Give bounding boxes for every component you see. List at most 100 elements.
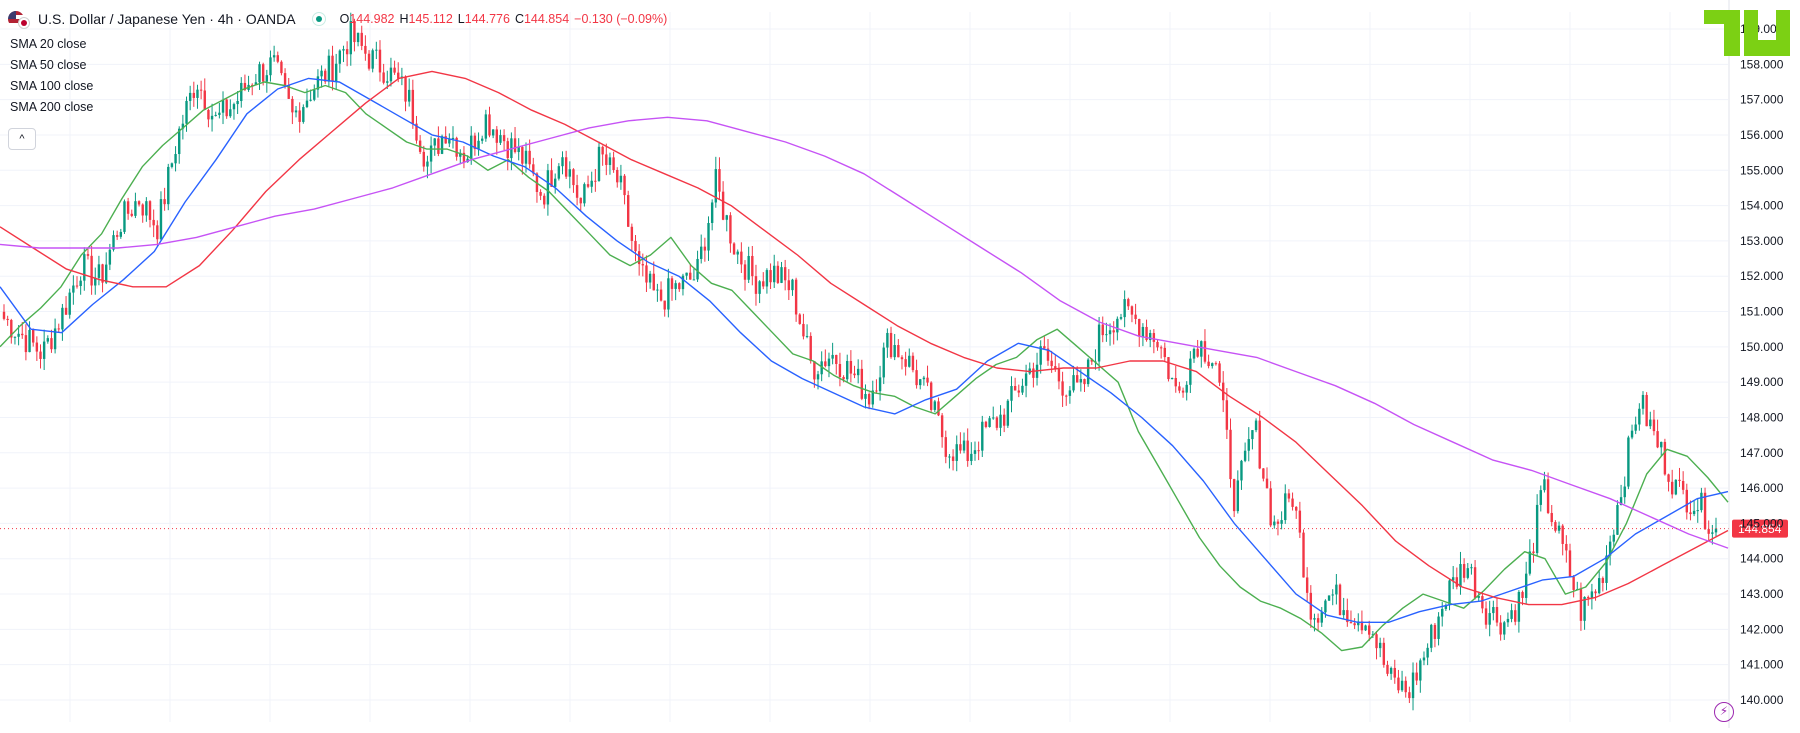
collapse-legend-button[interactable]: ^ <box>8 128 36 150</box>
candle <box>258 61 261 90</box>
candle <box>356 32 360 47</box>
candle <box>1397 669 1400 694</box>
candle <box>594 168 597 192</box>
candle <box>1189 351 1192 393</box>
candle <box>1338 583 1342 616</box>
candle <box>1203 329 1207 364</box>
candle <box>1462 558 1466 583</box>
candle <box>977 441 980 461</box>
candle <box>145 197 148 222</box>
candle <box>196 84 199 109</box>
close-value: 144.854 <box>523 12 570 26</box>
high-value: 145.112 <box>408 12 453 26</box>
candle <box>1535 494 1539 557</box>
candle <box>849 350 853 383</box>
candle <box>1430 623 1433 653</box>
candle <box>1178 381 1181 394</box>
price-axis[interactable]: 140.000 141.000 142.000 143.000 144.000 145.0… <box>1728 0 1784 728</box>
symbol-header: U.S. Dollar / Japanese Yen · 4h · OANDA … <box>8 8 667 30</box>
candle <box>371 48 374 73</box>
candle <box>1305 567 1309 602</box>
candle <box>360 25 363 51</box>
candle <box>1568 543 1572 578</box>
candle <box>448 133 451 148</box>
open-value: 144.982 <box>349 12 395 26</box>
candle <box>1404 676 1407 698</box>
candle <box>39 344 42 369</box>
candle <box>1229 418 1232 488</box>
candle <box>1554 520 1557 533</box>
candle <box>919 378 922 390</box>
candle <box>1375 631 1378 660</box>
candle <box>261 62 265 86</box>
candle <box>557 163 561 181</box>
candle <box>590 171 593 193</box>
candle <box>1017 384 1020 398</box>
legend-sma200[interactable]: SMA 200 close <box>10 100 94 114</box>
candle <box>232 102 236 120</box>
candle <box>291 96 294 125</box>
candle <box>1295 506 1298 519</box>
candle <box>159 191 163 242</box>
candle <box>97 255 101 286</box>
candle <box>773 254 776 288</box>
candle <box>1700 487 1703 513</box>
candle <box>1528 539 1532 576</box>
candle <box>188 85 192 111</box>
candle <box>517 138 520 161</box>
candle <box>867 392 871 410</box>
low-value: 144.776 <box>464 12 510 26</box>
candle <box>988 415 991 428</box>
candle <box>962 432 966 454</box>
candle <box>1411 662 1415 711</box>
candle <box>758 280 761 304</box>
candle <box>948 454 951 469</box>
candle <box>1638 403 1641 431</box>
candle <box>1364 624 1367 632</box>
candle <box>1225 388 1229 440</box>
candle <box>754 264 758 306</box>
candle <box>1013 377 1017 391</box>
candle <box>1287 489 1291 503</box>
candle <box>1342 597 1345 620</box>
candle <box>1594 589 1597 601</box>
candle <box>1276 519 1280 536</box>
legend-sma50[interactable]: SMA 50 close <box>10 58 87 72</box>
candle <box>1623 476 1626 504</box>
candle <box>418 135 422 155</box>
candle <box>1057 363 1061 390</box>
candle <box>53 318 57 354</box>
candle <box>700 234 703 264</box>
candle <box>86 247 90 260</box>
candle <box>462 146 466 169</box>
candle <box>415 115 418 144</box>
candle <box>137 200 141 207</box>
candle <box>163 187 166 211</box>
lightning-icon[interactable]: ⚡ <box>1714 702 1734 722</box>
legend-sma20[interactable]: SMA 20 close <box>10 37 87 51</box>
candle <box>506 137 509 171</box>
y-tick-label: 141.000 <box>1740 658 1784 672</box>
candle <box>1630 424 1634 440</box>
candle <box>637 244 641 276</box>
candle <box>1163 342 1167 362</box>
candle <box>130 209 133 218</box>
candle <box>1681 471 1685 495</box>
candle <box>1021 378 1024 395</box>
candle <box>1565 535 1568 563</box>
candle <box>1444 603 1448 611</box>
legend-sma100[interactable]: SMA 100 close <box>10 79 94 93</box>
close-label: C <box>514 12 524 26</box>
candle <box>732 242 736 255</box>
candle <box>1587 595 1590 606</box>
candle <box>539 189 542 201</box>
candle <box>393 60 396 75</box>
candle <box>929 381 933 412</box>
candle <box>889 326 893 359</box>
candle <box>499 129 502 146</box>
candle <box>1557 521 1561 534</box>
candle <box>1138 318 1141 347</box>
symbol-title[interactable]: U.S. Dollar / Japanese Yen · 4h · OANDA <box>38 11 296 27</box>
